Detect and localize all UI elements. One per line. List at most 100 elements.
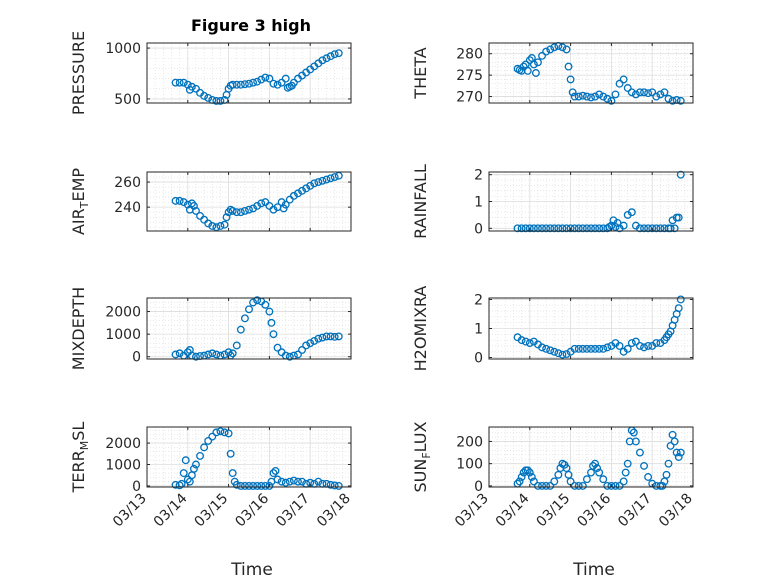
data-point <box>269 469 278 478</box>
data-point <box>189 464 198 473</box>
data-point <box>595 468 604 477</box>
data-point <box>591 459 600 468</box>
y-tick-label: 0 <box>132 479 141 495</box>
data-point <box>525 468 534 477</box>
y-tick-label: 2000 <box>105 305 141 321</box>
y-tick-label: 0 <box>474 479 483 495</box>
y-tick-label: 0 <box>474 351 483 367</box>
data-point <box>322 175 331 184</box>
data-point <box>546 45 555 54</box>
data-point <box>674 213 683 222</box>
data-point <box>273 475 282 484</box>
data-point <box>330 50 339 59</box>
subplot-pressure: 500 1000 PRESSURE <box>69 31 352 115</box>
data-point <box>676 295 685 304</box>
data-point <box>589 461 597 470</box>
data-point <box>318 176 327 185</box>
y-axis-label-mixdepth: MIXDEPTH <box>69 287 88 370</box>
data-point <box>662 470 671 479</box>
data-point <box>591 224 600 233</box>
data-point <box>603 481 612 490</box>
data-point <box>224 429 233 438</box>
data-point <box>204 93 213 102</box>
data-point <box>636 88 644 97</box>
data-point <box>322 54 331 63</box>
data-point <box>670 224 679 233</box>
data-point <box>192 206 200 215</box>
data-point <box>627 208 636 217</box>
data-point <box>615 341 624 350</box>
data-point <box>334 49 343 58</box>
data-point <box>631 437 640 446</box>
data-point <box>611 90 620 99</box>
data-point <box>189 201 198 210</box>
data-point <box>302 341 311 350</box>
data-point <box>334 481 343 490</box>
data-point <box>232 208 241 217</box>
data-point <box>245 305 253 314</box>
y-axis-label-rainfall: RAINFALL <box>411 164 430 239</box>
data-point <box>228 80 237 89</box>
data-point <box>517 224 526 233</box>
data-point <box>271 466 280 475</box>
data-point <box>519 62 528 71</box>
data-point <box>196 451 204 460</box>
data-point <box>208 432 217 441</box>
series-pressure <box>171 49 343 105</box>
data-point <box>289 476 298 485</box>
data-point <box>562 45 571 54</box>
y-axis-label-pressure: PRESSURE <box>69 31 88 115</box>
y-tick-label: 1000 <box>105 458 141 474</box>
data-point <box>513 224 522 233</box>
data-point <box>179 469 188 478</box>
data-point <box>240 80 249 89</box>
data-point <box>578 481 587 490</box>
data-point <box>631 337 640 346</box>
data-point <box>212 350 221 359</box>
data-point <box>236 208 245 217</box>
data-point <box>640 88 648 97</box>
data-point <box>277 78 286 87</box>
y-tick-label: 260 <box>114 175 141 191</box>
plot-area-terrmsl <box>147 427 351 487</box>
data-point <box>257 75 266 84</box>
data-point <box>181 456 190 465</box>
data-point <box>666 441 675 450</box>
x-axis-label-right: Time <box>572 560 615 580</box>
axes-box-airtemp <box>146 171 352 232</box>
data-point <box>253 296 262 305</box>
data-point <box>257 481 266 490</box>
data-point <box>570 481 579 490</box>
y-tick-label: 1000 <box>105 327 141 343</box>
data-point <box>298 477 306 486</box>
data-point <box>664 459 673 468</box>
subplot-rainfall: 0 1 2 RAINFALL <box>411 164 694 239</box>
data-point <box>298 346 306 354</box>
data-point <box>192 84 200 93</box>
data-point <box>240 206 249 215</box>
data-point <box>261 73 270 82</box>
subplot-airtemp: 240 260 AIRTEMP <box>69 168 352 235</box>
data-point <box>550 43 559 52</box>
data-point <box>531 69 540 77</box>
data-point <box>587 224 595 233</box>
data-point <box>212 428 221 437</box>
data-point <box>660 88 669 97</box>
figure-title: Figure 3 high <box>191 16 311 35</box>
data-point <box>570 92 579 101</box>
data-point <box>192 352 200 361</box>
data-point <box>595 90 604 99</box>
y-axis-label-terrmsl: TERRMSL <box>69 422 91 494</box>
data-point <box>265 481 274 490</box>
data-point <box>656 90 665 99</box>
data-point <box>249 78 258 87</box>
data-point <box>269 79 278 88</box>
data-point <box>644 224 653 233</box>
subplot-theta: 270 275 280 THETA <box>411 42 694 106</box>
data-point <box>521 224 530 233</box>
data-point <box>525 224 534 233</box>
data-point <box>314 334 323 343</box>
data-point <box>587 344 595 353</box>
data-point <box>249 481 258 490</box>
y-tick-label: 270 <box>456 90 483 106</box>
